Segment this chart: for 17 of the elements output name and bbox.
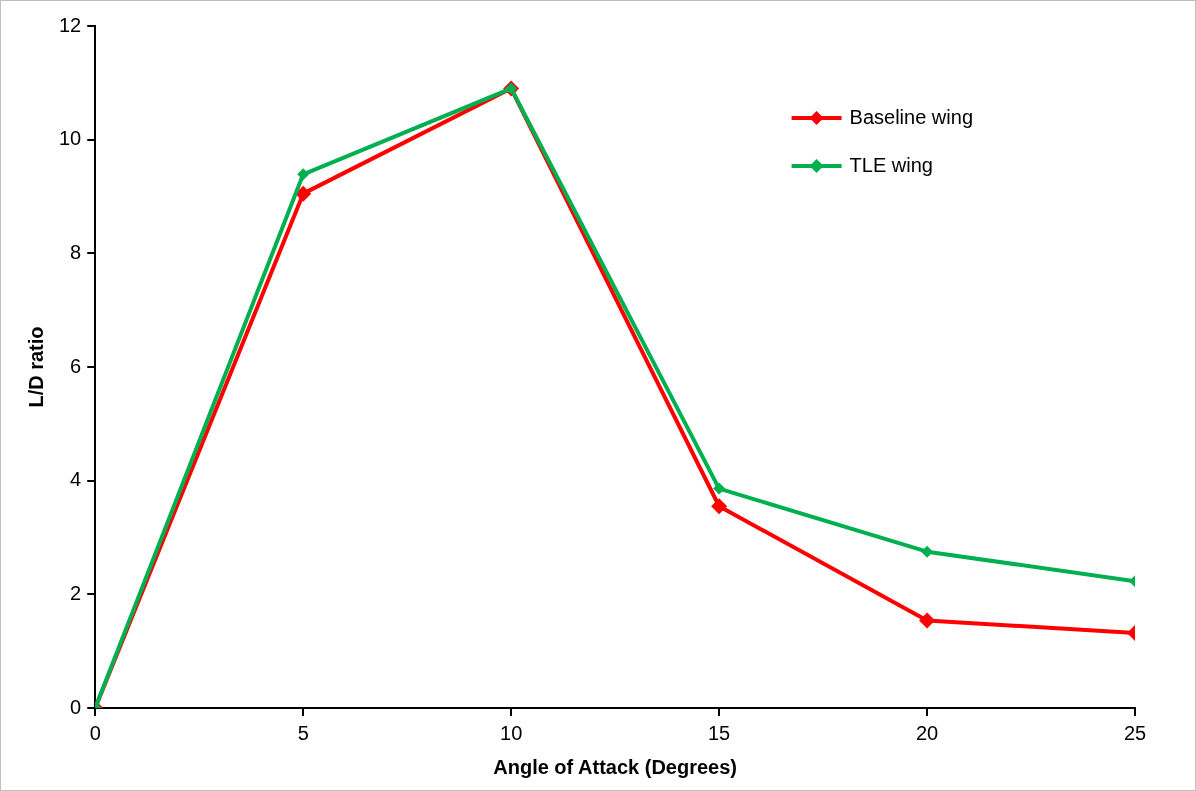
x-tick-label: 20: [915, 721, 939, 744]
y-tick-label: 12: [59, 13, 82, 36]
x-tick-label: 25: [1123, 721, 1147, 744]
x-tick-label: 5: [297, 721, 309, 744]
y-tick-label: 4: [70, 468, 82, 491]
y-tick-label: 8: [70, 240, 82, 263]
y-tick-label: 6: [70, 354, 82, 377]
y-tick-label: 10: [59, 127, 82, 150]
legend-label: Baseline wing: [849, 105, 974, 128]
x-tick-label: 0: [89, 721, 101, 744]
legend-label: TLE wing: [849, 153, 933, 176]
y-tick-label: 2: [70, 581, 82, 604]
y-axis-title: L/D ratio: [24, 326, 47, 408]
y-tick-label: 0: [70, 695, 82, 718]
x-tick-label: 15: [707, 721, 731, 744]
x-tick-label: 10: [500, 721, 523, 744]
x-axis-title: Angle of Attack (Degrees): [493, 755, 737, 778]
